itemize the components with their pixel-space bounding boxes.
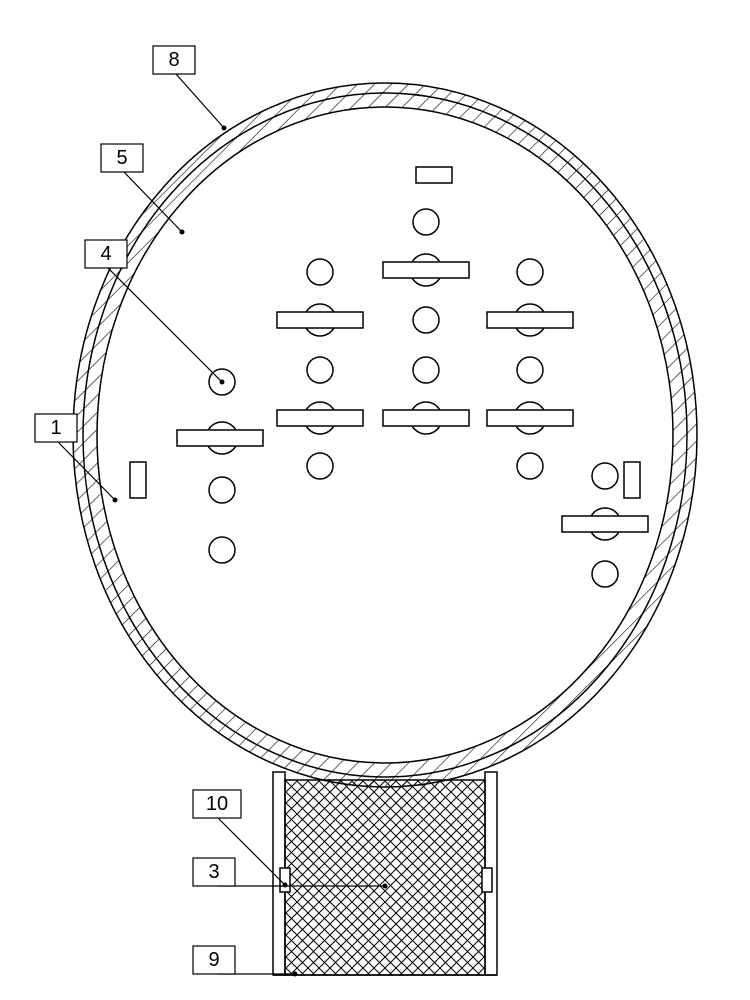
callout-label-8: 8 (168, 49, 179, 71)
technical-diagram-svg: 8 5 4 1 10 3 9 (0, 0, 750, 1000)
diagram-container: 8 5 4 1 10 3 9 (0, 0, 750, 1000)
callout-label-10: 10 (206, 793, 228, 815)
handle-assembly (273, 772, 497, 975)
callout-label-1: 1 (50, 417, 61, 439)
callout-label-3: 3 (208, 861, 219, 883)
callout-label-9: 9 (208, 949, 219, 971)
callout-label-4: 4 (100, 243, 111, 265)
callout-label-5: 5 (116, 147, 127, 169)
